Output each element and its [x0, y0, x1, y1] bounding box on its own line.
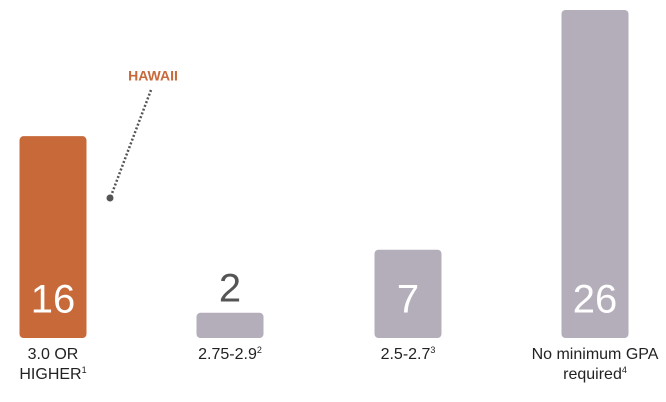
bar: [19, 136, 87, 338]
x-tick-label: No minimum GPA required4: [530, 345, 660, 385]
x-tick-label: 2.5-2.73: [353, 345, 463, 365]
x-tick-label: 2.75-2.92: [175, 345, 285, 365]
category-text: No minimum GPA required: [531, 346, 659, 383]
category-text: 2.5-2.7: [380, 346, 431, 363]
footnote-marker: 2: [256, 345, 262, 355]
value-label: 7: [397, 278, 419, 322]
footnote-marker: 4: [621, 365, 627, 375]
annotation-leader: [109, 89, 153, 197]
category-text: 2.75-2.9: [198, 346, 257, 363]
bar: [196, 312, 264, 338]
value-label: 26: [573, 278, 618, 322]
annotation-dot: [106, 194, 114, 202]
value-label: 16: [31, 278, 76, 322]
footnote-marker: 3: [430, 345, 436, 355]
category-text: 3.0 OR HIGHER: [19, 346, 82, 383]
bar: [561, 10, 629, 338]
footnote-marker: 1: [81, 365, 87, 375]
value-label: 2: [219, 266, 241, 310]
bar: [374, 249, 442, 338]
annotation: HAWAII: [128, 68, 178, 84]
x-tick-label: 3.0 OR HIGHER1: [13, 345, 93, 385]
